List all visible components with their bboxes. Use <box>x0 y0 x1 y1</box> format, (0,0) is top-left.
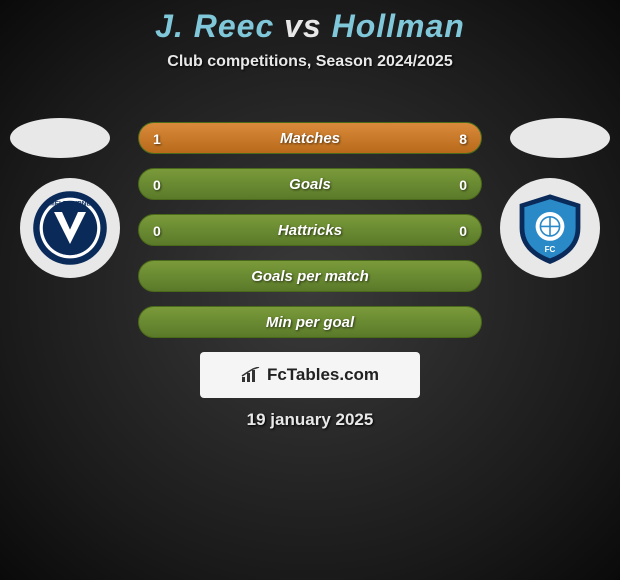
stat-label: Goals <box>139 169 481 200</box>
svg-text:FC: FC <box>545 245 556 254</box>
title: J. Reec vs Hollman <box>0 8 620 45</box>
stat-row-goals-per-match: Goals per match <box>138 260 482 292</box>
player1-avatar <box>10 118 110 158</box>
stat-label: Goals per match <box>139 261 481 292</box>
sydney-fc-icon: FC <box>510 188 590 268</box>
melbourne-victory-icon: MELBOURNE <box>30 188 110 268</box>
player1-name: J. Reec <box>155 8 274 44</box>
stat-right-value: 8 <box>459 123 467 154</box>
player2-avatar <box>510 118 610 158</box>
logo-text: FcTables.com <box>267 365 379 385</box>
subtitle: Club competitions, Season 2024/2025 <box>0 53 620 71</box>
fctables-logo: FcTables.com <box>200 352 420 398</box>
player1-club-badge: MELBOURNE <box>20 178 120 278</box>
stats-list: 1 Matches 8 0 Goals 0 0 Hattricks 0 Goal… <box>138 122 482 352</box>
stat-label: Min per goal <box>139 307 481 338</box>
player2-club-badge: FC <box>500 178 600 278</box>
date: 19 january 2025 <box>0 410 620 430</box>
stat-right-value: 0 <box>459 169 467 200</box>
stat-row-min-per-goal: Min per goal <box>138 306 482 338</box>
stat-label: Hattricks <box>139 215 481 246</box>
player2-name: Hollman <box>332 8 465 44</box>
comparison-card: J. Reec vs Hollman Club competitions, Se… <box>0 0 620 580</box>
stat-row-goals: 0 Goals 0 <box>138 168 482 200</box>
svg-text:MELBOURNE: MELBOURNE <box>49 201 91 208</box>
stat-row-matches: 1 Matches 8 <box>138 122 482 154</box>
stat-right-value: 0 <box>459 215 467 246</box>
stat-row-hattricks: 0 Hattricks 0 <box>138 214 482 246</box>
stat-label: Matches <box>139 123 481 154</box>
vs-text: vs <box>284 8 322 44</box>
chart-icon <box>241 367 261 383</box>
